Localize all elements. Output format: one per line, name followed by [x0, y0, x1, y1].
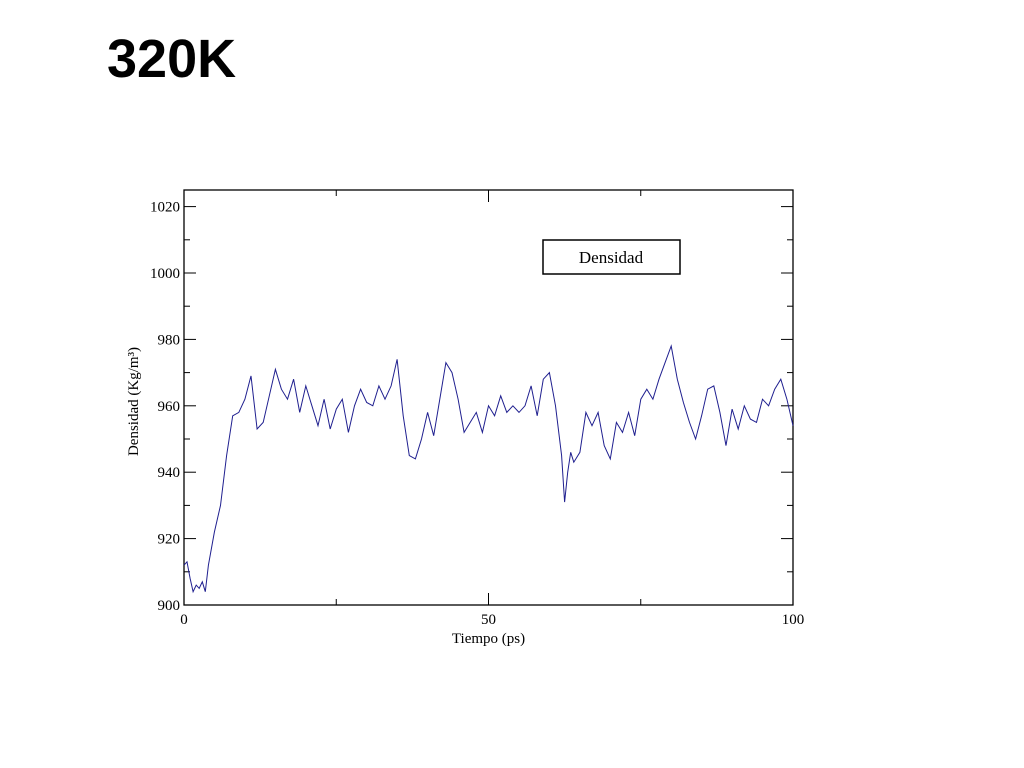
x-tick-label: 0 [180, 612, 188, 628]
tick-labels: 900 920 940 960 980 1000 1020 0 50 100 [150, 200, 804, 628]
y-axis-label: Densidad (Kg/m³) [126, 347, 142, 456]
legend-box [542, 239, 681, 275]
series-line-densidad [183, 344, 794, 594]
y-tick-label: 900 [158, 598, 181, 614]
x-axis-label: Tiempo (ps) [452, 631, 525, 647]
slide-title: 320K [107, 29, 237, 89]
x-tick-label: 50 [481, 612, 496, 628]
x-tick-label: 100 [782, 612, 805, 628]
y-tick-label: 940 [158, 465, 181, 481]
y-tick-label: 1000 [150, 266, 180, 282]
y-tick-label: 980 [158, 332, 181, 348]
plot-frame [183, 189, 794, 606]
y-tick-label: 1020 [150, 200, 180, 216]
legend: Densidad [542, 239, 681, 275]
y-tick-label: 920 [158, 532, 181, 548]
axis-ticks [183, 190, 794, 606]
y-tick-label: 960 [158, 399, 181, 415]
legend-entry-densidad: Densidad [579, 248, 644, 267]
